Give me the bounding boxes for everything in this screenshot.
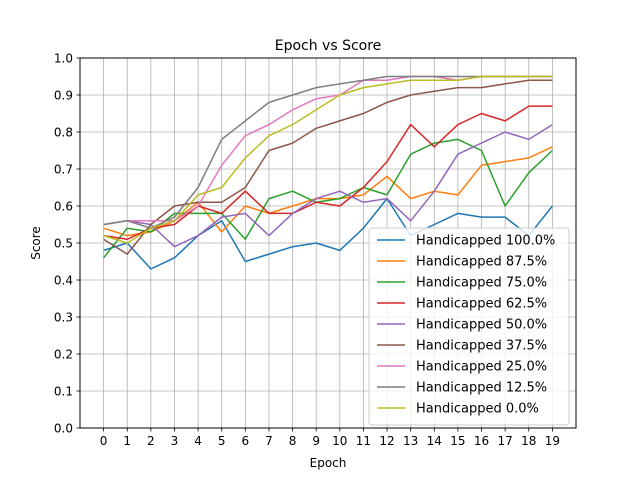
y-tick-label: 0.0: [54, 422, 73, 436]
x-tick-label: 13: [403, 434, 418, 448]
legend-label: Handicapped 25.0%: [416, 360, 547, 375]
x-tick-label: 12: [379, 434, 394, 448]
x-tick-label: 7: [265, 434, 273, 448]
x-tick-label: 3: [171, 434, 179, 448]
legend-label: Handicapped 87.5%: [416, 255, 547, 270]
x-tick-label: 5: [218, 434, 226, 448]
x-tick-label: 9: [312, 434, 320, 448]
y-tick-label: 0.4: [54, 274, 73, 288]
legend-box: [368, 227, 570, 426]
x-tick-label: 17: [498, 434, 513, 448]
x-tick-label: 1: [123, 434, 131, 448]
legend-label: Handicapped 100.0%: [416, 234, 555, 249]
x-tick-label: 4: [194, 434, 202, 448]
series-line: [103, 75, 553, 244]
y-tick-label: 0.5: [54, 237, 73, 251]
series-lines: [103, 75, 553, 270]
y-tick-label: 0.1: [54, 385, 73, 399]
y-tick-label: 0.3: [54, 311, 73, 325]
series-line: [103, 197, 553, 270]
legend-label: Handicapped 0.0%: [416, 402, 539, 417]
legend-label: Handicapped 50.0%: [416, 318, 547, 333]
legend: Handicapped 100.0% Handicapped 87.5% Handi…: [368, 227, 570, 426]
y-tick-label: 0.9: [54, 89, 73, 103]
legend-label: Handicapped 37.5%: [416, 339, 547, 354]
legend-label: Handicapped 62.5%: [416, 297, 547, 312]
y-axis-ticks: 0.0 0.1 0.2 0.3 0.4 0.5 0.6 0.7 0.8 0.9 1.0: [54, 52, 80, 436]
x-tick-label: 15: [450, 434, 465, 448]
x-tick-label: 10: [332, 434, 347, 448]
y-tick-label: 0.2: [54, 348, 73, 362]
y-tick-label: 0.6: [54, 200, 73, 214]
y-tick-label: 0.7: [54, 163, 73, 177]
legend-label: Handicapped 75.0%: [416, 276, 547, 291]
x-tick-label: 11: [356, 434, 371, 448]
x-tick-label: 19: [545, 434, 560, 448]
x-axis-label: Epoch: [310, 456, 347, 470]
series-line: [103, 123, 553, 248]
y-axis-label: Score: [29, 226, 43, 260]
chart-title: Epoch vs Score: [275, 38, 382, 54]
x-tick-label: 16: [474, 434, 489, 448]
series-line: [103, 138, 553, 259]
x-tick-label: 6: [242, 434, 250, 448]
x-axis-ticks: 0 1 2 3 4 5 6 7 8 9 10 11 12 13 14 15 16 17 18 19: [100, 428, 560, 448]
y-tick-label: 0.8: [54, 126, 73, 140]
y-tick-label: 1.0: [54, 52, 73, 66]
x-tick-label: 0: [100, 434, 108, 448]
x-tick-label: 2: [147, 434, 155, 448]
x-tick-label: 14: [427, 434, 442, 448]
x-tick-label: 18: [521, 434, 536, 448]
x-tick-label: 8: [289, 434, 297, 448]
series-line: [103, 105, 553, 241]
series-line: [103, 79, 553, 255]
legend-label: Handicapped 12.5%: [416, 381, 547, 396]
